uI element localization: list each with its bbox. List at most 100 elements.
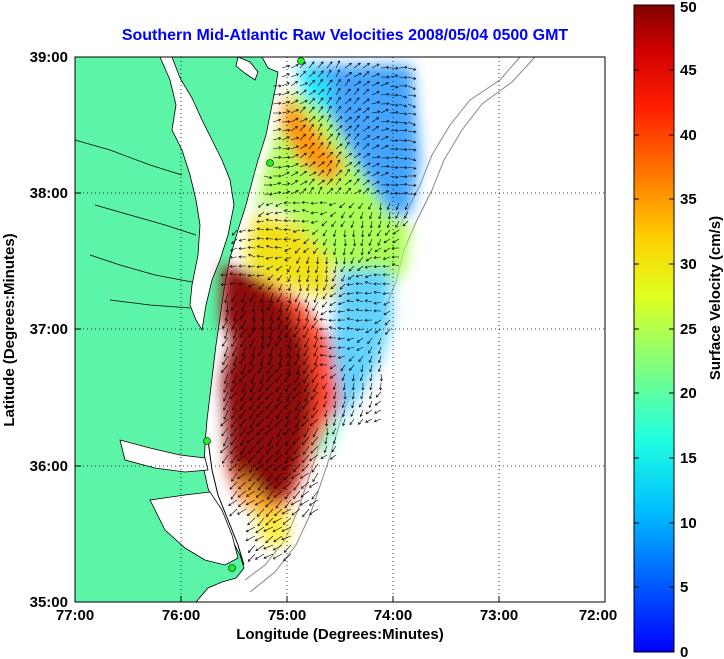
velocity-vector	[335, 125, 343, 132]
velocity-vector	[257, 517, 265, 527]
velocity-vector-head	[276, 388, 279, 392]
velocity-vector-head	[413, 76, 417, 80]
velocity-vector-head	[313, 362, 317, 366]
station-marker	[266, 159, 274, 167]
velocity-vector-head	[338, 106, 342, 110]
velocity-vector-head	[332, 423, 336, 427]
velocity-vector	[398, 192, 407, 195]
velocity-vector	[267, 301, 274, 311]
velocity-vector	[311, 463, 319, 473]
velocity-vector-head	[346, 299, 350, 303]
velocity-vector-head	[308, 484, 312, 488]
velocity-vector-head	[356, 339, 360, 343]
velocity-vector-head	[346, 78, 350, 82]
velocity-vector	[290, 163, 299, 168]
velocity-vector-head	[294, 250, 298, 254]
velocity-vector	[256, 436, 265, 445]
velocity-vector	[288, 364, 292, 375]
velocity-vector-head	[238, 255, 242, 259]
velocity-vector	[335, 256, 337, 265]
velocity-vector-head	[241, 389, 245, 393]
velocity-vector-head	[337, 132, 341, 136]
velocity-vector	[255, 544, 265, 552]
velocity-vector-head	[303, 89, 307, 93]
velocity-vector-head	[366, 98, 370, 102]
velocity-vector-head	[350, 251, 354, 255]
velocity-vector	[272, 182, 281, 186]
velocity-vector	[247, 427, 256, 435]
velocity-vector	[229, 508, 238, 517]
velocity-vector	[326, 274, 328, 283]
velocity-vector	[290, 81, 298, 87]
velocity-vector	[361, 238, 364, 246]
velocity-vector	[349, 364, 355, 371]
velocity-vector	[242, 382, 247, 393]
velocity-vector-head	[364, 281, 368, 285]
velocity-vector-head	[346, 338, 350, 342]
velocity-vector-head	[319, 353, 323, 357]
velocity-vector-head	[328, 326, 332, 330]
velocity-vector-head	[376, 163, 380, 166]
velocity-vector-head	[229, 282, 233, 286]
velocity-vector-head	[366, 107, 370, 111]
velocity-vector	[293, 210, 301, 213]
velocity-vector-head	[375, 394, 379, 398]
velocity-vector	[328, 310, 337, 312]
velocity-vector-head	[346, 317, 350, 321]
velocity-vector	[281, 157, 291, 159]
velocity-vector	[329, 346, 337, 349]
colorbar-tick-label: 25	[680, 321, 697, 338]
velocity-vector	[263, 544, 274, 550]
velocity-vector-head	[248, 549, 251, 553]
velocity-vector-head	[295, 154, 299, 157]
velocity-vector-head	[413, 140, 417, 144]
velocity-vector	[222, 355, 229, 365]
velocity-vector	[352, 373, 355, 381]
velocity-vector	[308, 151, 314, 159]
velocity-vector	[277, 292, 283, 303]
velocity-vector	[299, 180, 308, 186]
velocity-vector	[378, 346, 382, 354]
velocity-vector-head	[255, 494, 259, 498]
velocity-vector	[383, 310, 391, 315]
velocity-vector-head	[342, 261, 346, 265]
velocity-vector-head	[284, 424, 288, 428]
velocity-vector	[312, 301, 319, 311]
velocity-vector	[252, 346, 256, 357]
y-tick-label: 35:00	[30, 594, 68, 611]
velocity-vector-head	[247, 246, 251, 250]
velocity-vector-head	[239, 415, 243, 419]
velocity-vector	[407, 112, 416, 115]
velocity-vector-head	[328, 141, 332, 145]
velocity-vector-head	[287, 269, 290, 273]
velocity-vector-head	[339, 143, 343, 147]
velocity-vector-head	[356, 169, 360, 173]
velocity-vector	[265, 391, 274, 400]
velocity-vector-head	[319, 344, 323, 348]
velocity-vector-head	[241, 308, 245, 312]
velocity-vector-head	[225, 309, 229, 313]
velocity-vector-head	[286, 73, 290, 76]
velocity-vector	[342, 409, 346, 417]
velocity-vector-head	[382, 282, 386, 286]
velocity-vector	[326, 69, 332, 78]
velocity-vector	[340, 220, 346, 227]
velocity-vector	[224, 328, 229, 339]
velocity-vector	[266, 400, 274, 409]
velocity-vector-head	[320, 142, 324, 146]
velocity-vector-head	[413, 174, 417, 178]
velocity-vector	[284, 400, 292, 409]
velocity-vector	[266, 454, 274, 463]
velocity-vector-head	[359, 378, 363, 382]
velocity-vector-head	[246, 431, 250, 435]
velocity-vector-head	[312, 79, 316, 83]
velocity-vector-head	[229, 396, 233, 400]
velocity-vector-head	[331, 449, 335, 453]
velocity-vector	[290, 180, 298, 186]
chesapeake-bay	[159, 57, 235, 332]
velocity-vector	[380, 172, 389, 177]
velocity-vector	[341, 274, 346, 282]
velocity-vector-head	[260, 309, 264, 313]
velocity-vector	[257, 472, 265, 481]
velocity-vector	[288, 337, 292, 348]
